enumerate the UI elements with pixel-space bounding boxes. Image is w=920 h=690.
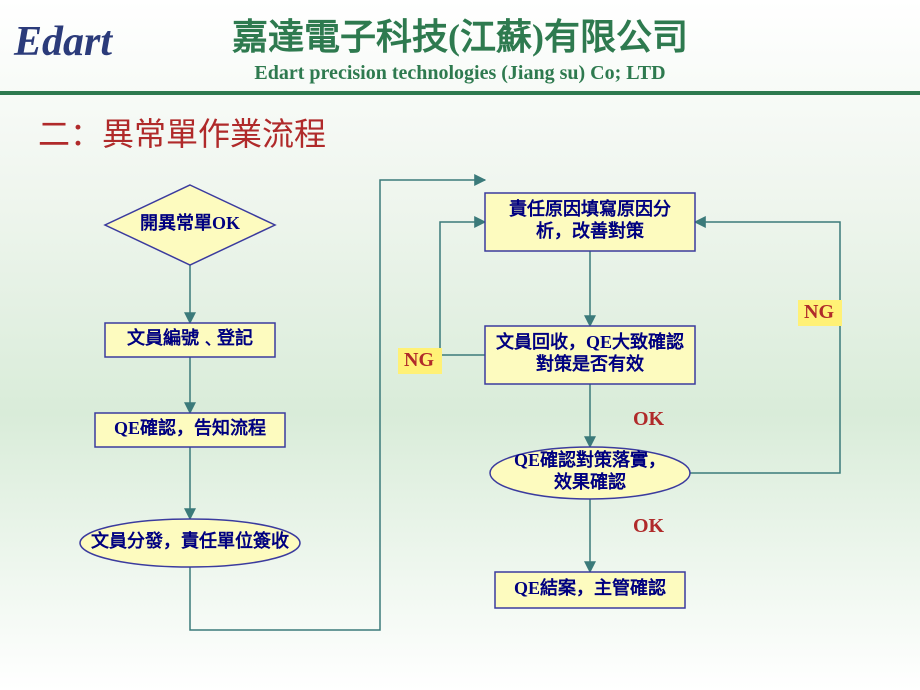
flow-node-n4: 文員分發，責任單位簽收 (80, 519, 300, 567)
flow-node-label: QE確認對策落實， (514, 449, 666, 470)
flow-node-label: 對策是否有效 (536, 353, 645, 374)
flow-node-label: 文員分發，責任單位簽收 (91, 530, 289, 551)
flow-label-ok: OK (633, 515, 665, 537)
flowchart: 開異常單OK 文員編號﹑登記 QE確認，告知流程文員分發，責任單位簽收 責任原因填寫原… (0, 160, 920, 690)
flow-node-n2: 文員編號﹑登記 (105, 323, 275, 357)
flow-node-label: QE結案，主管確認 (514, 577, 666, 598)
flow-edge (440, 222, 485, 355)
flow-node-n6: 文員回收，QE大致確認對策是否有效 (485, 326, 695, 384)
section-title: 二：異常單作業流程 (38, 109, 920, 155)
flow-node-n7: QE確認對策落實，效果確認 (490, 447, 690, 499)
page-header: Edart 嘉達電子科技(江蘇)有限公司 Edart precision tec… (0, 0, 920, 89)
header-divider (0, 91, 920, 95)
flow-label-ng: NG (804, 301, 834, 323)
flow-node-label: QE確認，告知流程 (114, 417, 266, 438)
flow-node-label: 開異常單OK (140, 212, 240, 233)
flow-node-n3: QE確認，告知流程 (95, 413, 285, 447)
company-name-en: Edart precision technologies (Jiang su) … (0, 62, 920, 85)
logo: Edart (14, 18, 112, 66)
flow-node-label: 析，改善對策 (536, 220, 645, 241)
flow-node-label: 文員編號﹑登記 (127, 327, 253, 348)
flow-node-n1: 開異常單OK (105, 185, 275, 265)
flow-label-ok: OK (633, 408, 665, 430)
flow-node-n8: QE結案，主管確認 (495, 572, 685, 608)
flow-node-n5: 責任原因填寫原因分析，改善對策 (485, 193, 695, 251)
flow-edge (690, 222, 840, 473)
flow-label-ng: NG (404, 349, 434, 371)
flow-node-label: 責任原因填寫原因分 (509, 198, 671, 219)
flow-node-label: 文員回收，QE大致確認 (496, 331, 684, 352)
flow-node-label: 效果確認 (554, 471, 626, 492)
company-name-cn: 嘉達電子科技(江蘇)有限公司 (0, 8, 920, 60)
